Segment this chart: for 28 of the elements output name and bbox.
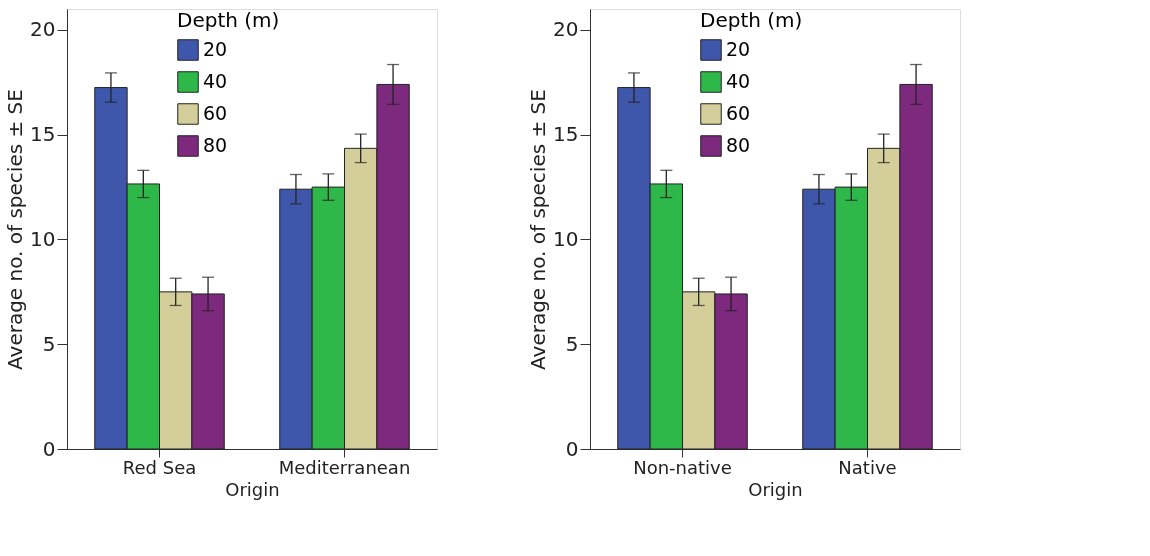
legend-label: 60: [203, 102, 228, 124]
legend-label: 60: [726, 102, 751, 124]
x-axis-title: Origin: [748, 478, 803, 500]
y-tick-label: 5: [42, 331, 56, 356]
legend-label: 80: [203, 134, 228, 156]
x-tick-label: Mediterranean: [278, 456, 411, 478]
y-tick-label: 0: [42, 436, 56, 461]
y-axis-title: Average no. of species ± SE: [526, 89, 551, 370]
legend-title: Depth (m): [177, 8, 280, 32]
y-tick-label: 0: [565, 436, 579, 461]
y-tick-label: 5: [565, 331, 579, 356]
legend-label: 20: [726, 38, 751, 60]
y-axis-title: Average no. of species ± SE: [3, 89, 28, 370]
x-tick-label: Red Sea: [122, 456, 197, 478]
y-tick-label: 15: [30, 122, 56, 147]
legend-label: 40: [726, 70, 751, 92]
x-tick-label: Non-native: [633, 456, 732, 478]
legend-label: 20: [203, 38, 228, 60]
legend-label: 40: [203, 70, 228, 92]
y-tick-label: 15: [553, 122, 579, 147]
x-tick-label: Native: [838, 456, 897, 478]
y-tick-label: 20: [30, 17, 56, 42]
y-tick-label: 10: [553, 226, 579, 251]
y-tick-label: 10: [30, 226, 56, 251]
legend-title: Depth (m): [700, 8, 803, 32]
legend-label: 80: [726, 134, 751, 156]
x-axis-title: Origin: [225, 478, 280, 500]
y-tick-label: 20: [553, 17, 579, 42]
